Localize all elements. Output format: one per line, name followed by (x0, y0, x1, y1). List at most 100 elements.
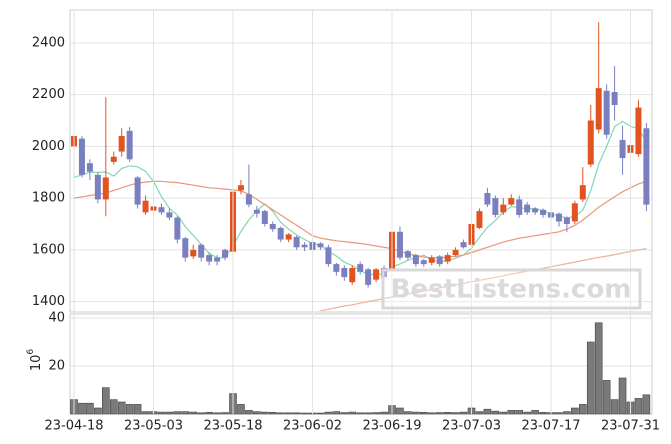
candle-body (245, 194, 252, 205)
y-tick-label: 20 (48, 359, 65, 374)
volume-bar (221, 412, 229, 415)
volume-bar (86, 402, 94, 415)
candle-body (579, 185, 586, 200)
volume-bar (189, 411, 198, 415)
volume-bar (443, 412, 452, 415)
candle-body (277, 227, 284, 240)
volume-bar (475, 411, 484, 415)
candle-body (571, 203, 578, 222)
volume-bar (586, 341, 595, 415)
candle-body (516, 199, 523, 215)
candle-body (444, 255, 451, 262)
candle-body (643, 128, 650, 205)
volume-bar (268, 412, 277, 415)
volume-bar (157, 411, 166, 415)
volume-bar (197, 412, 205, 415)
volume-bar (356, 412, 365, 415)
volume-bar (571, 407, 579, 415)
candle-body (492, 198, 499, 215)
candle-body (460, 242, 467, 248)
volume-bar (102, 387, 110, 415)
candle-body (532, 208, 539, 213)
volume-bar (348, 411, 357, 415)
volume-bar (563, 411, 571, 415)
volume-bar (133, 404, 142, 415)
candle-body (86, 163, 93, 172)
volume-bar (237, 404, 245, 415)
volume-bar (245, 410, 253, 415)
candle-body (198, 244, 205, 258)
price-panel (69, 9, 653, 313)
volume-panel (69, 313, 653, 415)
volume-bar (499, 411, 508, 415)
candle-body (102, 177, 109, 200)
x-tick-label: 23-06-19 (362, 419, 421, 434)
y-label-base: 10 (29, 355, 44, 372)
volume-bar (364, 412, 372, 415)
volume-bar (300, 412, 309, 415)
candle-body (484, 192, 491, 205)
candle-body (404, 251, 411, 258)
y-tick-label: 2000 (32, 139, 65, 154)
candle-body (357, 264, 364, 272)
candle-body (555, 213, 562, 222)
candle-body (500, 204, 507, 213)
volume-bar (205, 412, 213, 415)
y-tick-label: 2200 (32, 87, 65, 102)
volume-bar (642, 394, 651, 415)
volume-bar (435, 412, 444, 415)
y-axis-label: 106 (26, 349, 44, 372)
candle-body (134, 177, 141, 205)
volume-bar (396, 407, 404, 415)
volume-bar (165, 411, 174, 415)
candle-body (524, 204, 531, 213)
candle-body (333, 264, 340, 272)
volume-bar (324, 411, 333, 415)
volume-bar (173, 411, 182, 415)
candle-body (508, 198, 515, 205)
volume-bar (181, 411, 190, 415)
candle-body (166, 212, 173, 218)
candle-body (619, 139, 626, 159)
x-tick-label: 23-07-03 (442, 419, 501, 434)
candle-body (540, 209, 547, 215)
candle-body (269, 224, 276, 230)
watermark: BestListens.com (391, 275, 632, 305)
candle-body (253, 209, 260, 214)
candle-body (110, 156, 117, 162)
volume-bar (316, 412, 325, 415)
x-tick-label: 23-06-02 (283, 419, 342, 434)
candle-body (118, 136, 125, 152)
candle-body (214, 257, 221, 262)
candle-body (563, 217, 570, 225)
watermark-box (381, 268, 642, 310)
candle-body (222, 249, 229, 258)
volume-bar (578, 404, 587, 415)
moving-average-line (320, 248, 647, 312)
volume-bar (618, 377, 627, 415)
candle-body (611, 92, 618, 105)
candle-body (325, 247, 332, 265)
volume-bar (260, 411, 269, 415)
candle-body (78, 138, 85, 175)
volume-bar (125, 404, 134, 415)
volume-bar (141, 411, 150, 415)
candle-body (285, 234, 292, 240)
volume-bar (594, 322, 603, 415)
candle-body (428, 257, 435, 263)
x-tick-label: 23-04-18 (44, 419, 103, 434)
x-tick-label: 23-05-03 (124, 419, 183, 434)
volume-bar (602, 380, 611, 415)
watermark-group: BestListens.com (381, 268, 642, 310)
candle-body (420, 260, 427, 265)
volume-bar (276, 412, 285, 415)
candle-body (476, 211, 483, 228)
volume-bar (459, 411, 468, 415)
y-tick-label: 1600 (32, 242, 65, 257)
candle-body (190, 249, 197, 257)
candle-body (349, 268, 356, 283)
candle-body (126, 130, 133, 160)
volume-bar (451, 412, 460, 415)
volume-bar (539, 412, 547, 415)
